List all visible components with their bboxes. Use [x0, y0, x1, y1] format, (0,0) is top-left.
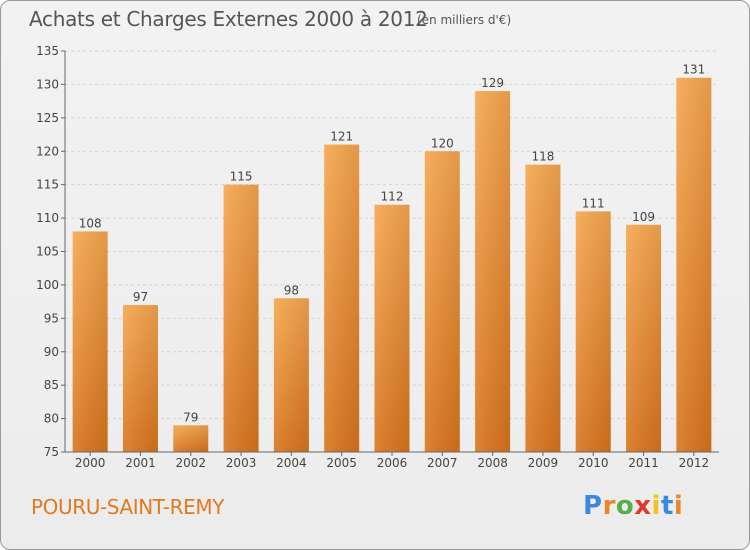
bar-shade	[374, 204, 410, 452]
data-label: 112	[381, 190, 404, 204]
data-label: 79	[183, 410, 198, 424]
y-tick-label: 95	[44, 311, 59, 325]
bars: 108 97 79 115 98 121 112 120 129 118 111 109 131	[72, 63, 712, 453]
y-tick-label: 105	[36, 245, 59, 259]
data-label: 131	[682, 63, 705, 77]
logo-letter: t	[660, 491, 674, 521]
bar-shade	[122, 304, 158, 452]
x-tick-label: 2006	[377, 456, 408, 470]
data-label: 118	[531, 150, 554, 164]
bar-shade	[626, 224, 662, 452]
data-label: 129	[481, 76, 504, 90]
x-tick-label: 2000	[75, 456, 106, 470]
x-tick-label: 2009	[528, 456, 559, 470]
y-tick-label: 120	[36, 144, 59, 158]
data-label: 108	[79, 216, 102, 230]
x-tick-label: 2008	[477, 456, 508, 470]
y-tick-label: 90	[44, 345, 59, 359]
y-tick-label: 85	[44, 378, 59, 392]
logo-letter: i	[673, 491, 684, 521]
y-tick-label: 75	[44, 445, 59, 459]
bar-shade	[676, 77, 712, 452]
logo-letter: o	[615, 491, 635, 521]
x-tick-label: 2002	[175, 456, 206, 470]
data-label: 115	[230, 170, 253, 184]
data-label: 98	[284, 283, 299, 297]
data-label: 111	[582, 196, 605, 210]
data-label: 97	[133, 290, 148, 304]
logo-letter: x	[634, 491, 652, 521]
bar-shade	[475, 91, 511, 452]
y-tick-label: 115	[36, 178, 59, 192]
logo-letter: P	[583, 491, 603, 521]
x-tick-label: 2012	[679, 456, 710, 470]
chart-subtitle: (en milliers d'€)	[417, 13, 512, 27]
data-label: 120	[431, 136, 454, 150]
x-tick-label: 2011	[628, 456, 659, 470]
proxiti-logo[interactable]: Proxiti	[583, 491, 683, 521]
x-tick-label: 2003	[226, 456, 257, 470]
bar-shade	[72, 231, 108, 452]
x-tick-label: 2001	[125, 456, 156, 470]
bar-shade	[173, 425, 209, 452]
bar-shade	[324, 144, 360, 453]
y-tick-label: 100	[36, 278, 59, 292]
chart-title: Achats et Charges Externes 2000 à 2012	[29, 7, 428, 31]
y-tick-label: 110	[36, 211, 59, 225]
bar-shade	[424, 151, 460, 452]
data-label: 121	[330, 130, 353, 144]
logo-letter: r	[602, 491, 616, 521]
bar-shade	[273, 298, 309, 452]
x-tick-label: 2007	[427, 456, 458, 470]
logo-letter: i	[651, 491, 661, 521]
y-tick-label: 80	[44, 412, 59, 426]
x-tick-label: 2010	[578, 456, 609, 470]
data-label: 109	[632, 210, 655, 224]
axes: 75 80 85 90 95 100 105 110 115 120 125 130 135 2000 20…	[36, 44, 719, 470]
bar-shade	[223, 184, 259, 452]
y-tick-label: 135	[36, 44, 59, 58]
y-tick-label: 125	[36, 111, 59, 125]
commune-name: POURU-SAINT-REMY	[31, 495, 225, 519]
x-tick-label: 2005	[326, 456, 357, 470]
x-tick-label: 2004	[276, 456, 307, 470]
y-tick-label: 130	[36, 77, 59, 91]
bar-shade	[525, 164, 561, 452]
bar-shade	[575, 211, 611, 452]
